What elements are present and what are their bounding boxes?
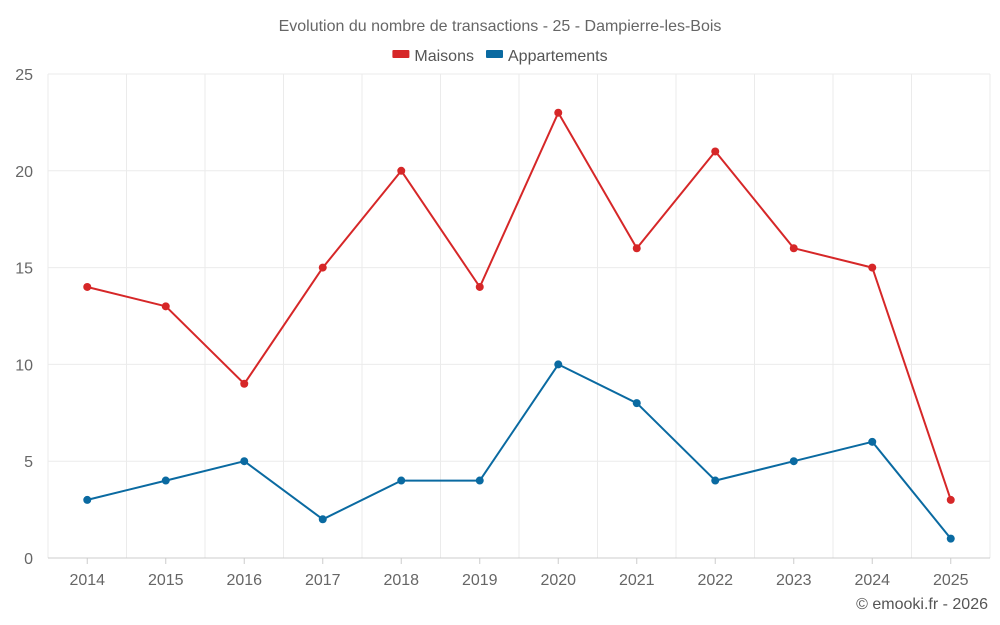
credit-text: © emooki.fr - 2026	[856, 596, 988, 613]
legend-label: Maisons	[414, 48, 474, 65]
x-tick-label: 2022	[697, 572, 733, 589]
data-point-appartements[interactable]	[83, 495, 92, 504]
x-tick-label: 2023	[776, 572, 812, 589]
data-point-appartements[interactable]	[711, 476, 720, 485]
series-line-maisons	[87, 111, 952, 501]
y-tick-label: 15	[15, 261, 33, 278]
x-tick-label: 2018	[383, 572, 419, 589]
data-point-appartements[interactable]	[240, 457, 249, 466]
data-point-maisons[interactable]	[318, 263, 327, 272]
y-tick-label: 25	[15, 67, 33, 84]
x-tick-label: 2015	[148, 572, 184, 589]
chart-title: Evolution du nombre de transactions - 25…	[279, 18, 722, 35]
data-point-maisons[interactable]	[946, 495, 955, 504]
data-point-appartements[interactable]	[789, 457, 798, 466]
legend-item-maisons[interactable]: Maisons	[392, 48, 474, 65]
series-layer	[83, 108, 955, 543]
data-point-maisons[interactable]	[554, 108, 563, 117]
x-axis: 2014 2015 2016 2017 2018 2019 2020 2021 2022 2023…	[48, 557, 990, 589]
data-point-appartements[interactable]	[946, 534, 955, 543]
y-tick-label: 5	[24, 454, 33, 471]
x-tick-label: 2016	[226, 572, 262, 589]
y-axis: 0 5 10 15 20 25	[15, 67, 33, 568]
data-point-maisons[interactable]	[83, 282, 92, 291]
data-point-maisons[interactable]	[397, 166, 406, 175]
legend-item-appartements[interactable]: Appartements	[486, 48, 608, 65]
data-point-appartements[interactable]	[632, 399, 641, 408]
grid	[47, 73, 991, 559]
legend-label: Appartements	[508, 48, 608, 65]
y-tick-label: 20	[15, 164, 33, 181]
series-line-appartements	[87, 363, 952, 540]
data-point-appartements[interactable]	[318, 515, 327, 524]
data-point-maisons[interactable]	[789, 244, 798, 253]
legend-swatch	[486, 50, 503, 58]
x-tick-label: 2014	[69, 572, 105, 589]
data-point-maisons[interactable]	[475, 282, 484, 291]
data-point-maisons[interactable]	[868, 263, 877, 272]
legend-swatch	[392, 50, 410, 58]
legend: Maisons Appartements	[392, 48, 608, 65]
x-tick-label: 2017	[305, 572, 341, 589]
x-tick-label: 2024	[854, 572, 890, 589]
data-point-appartements[interactable]	[868, 437, 877, 446]
data-point-appartements[interactable]	[554, 360, 563, 369]
data-point-maisons[interactable]	[161, 302, 170, 311]
data-point-appartements[interactable]	[475, 476, 484, 485]
x-tick-label: 2020	[540, 572, 576, 589]
y-tick-label: 0	[24, 551, 33, 568]
x-tick-label: 2021	[619, 572, 655, 589]
data-point-maisons[interactable]	[711, 147, 720, 156]
x-tick-label: 2019	[462, 572, 498, 589]
data-point-maisons[interactable]	[632, 244, 641, 253]
data-point-appartements[interactable]	[161, 476, 170, 485]
y-tick-label: 10	[15, 357, 33, 374]
x-tick-label: 2025	[933, 572, 969, 589]
data-point-appartements[interactable]	[397, 476, 406, 485]
data-point-maisons[interactable]	[240, 379, 249, 388]
